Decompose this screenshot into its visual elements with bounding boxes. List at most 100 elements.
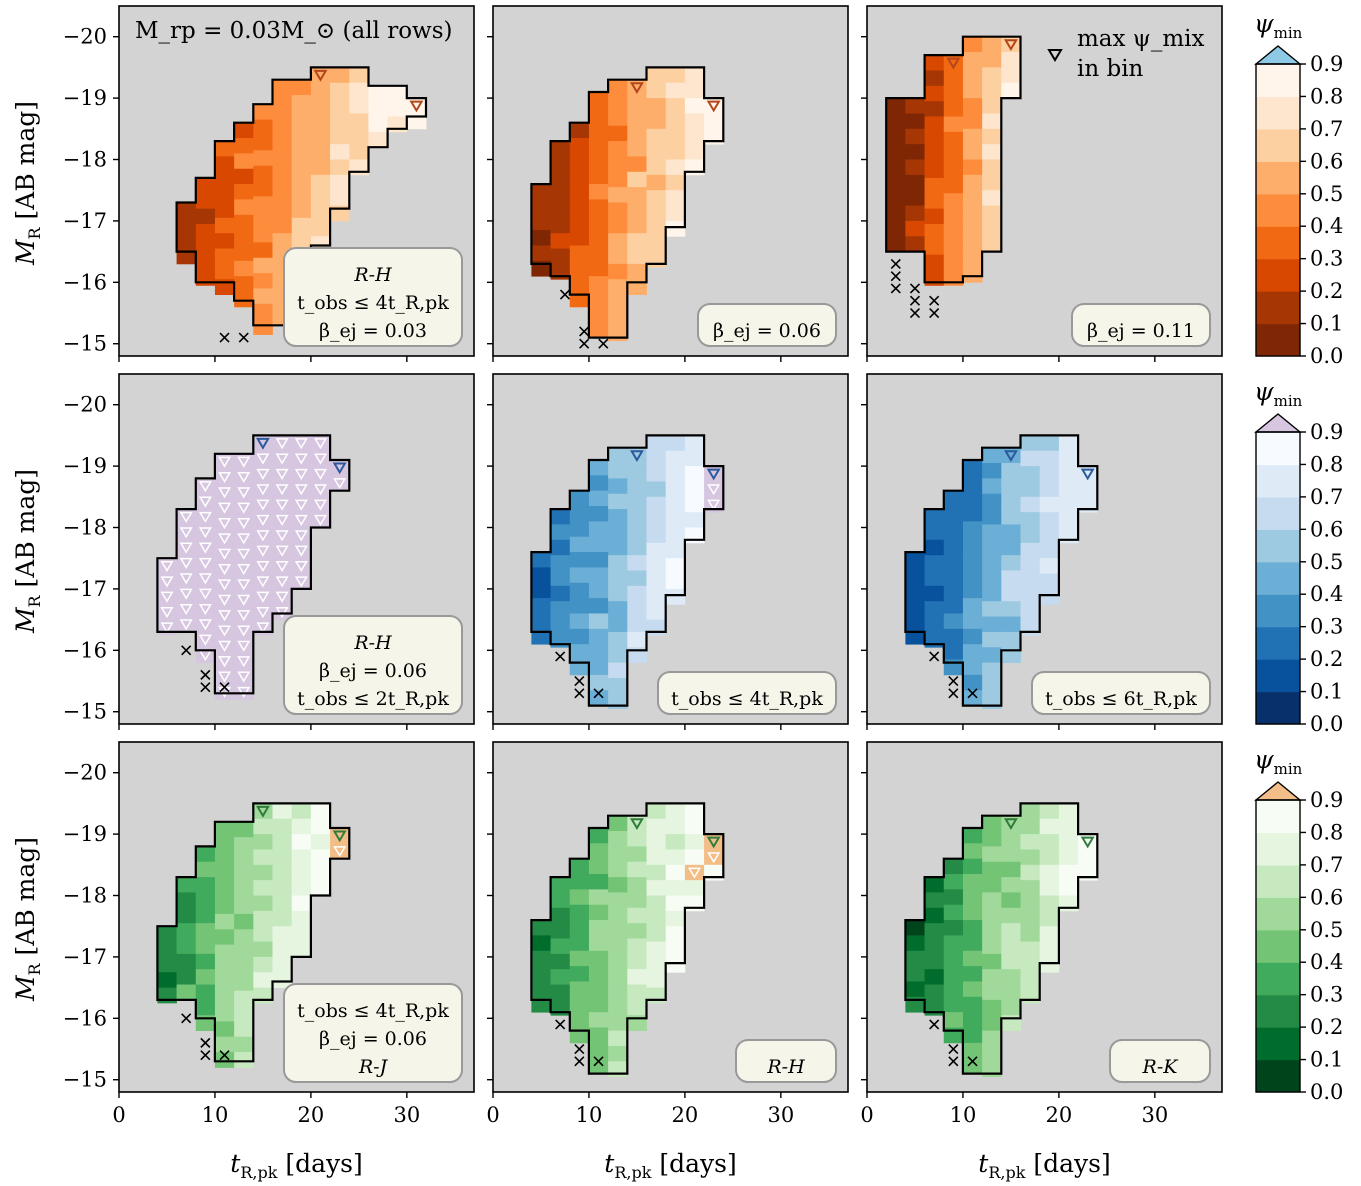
heatmap-cell xyxy=(943,920,964,936)
parameter-label-line: R-J xyxy=(358,1056,389,1078)
colorbar-tick-label: 0.9 xyxy=(1310,52,1343,76)
heatmap-cell xyxy=(962,205,983,222)
heatmap-cell xyxy=(291,156,312,173)
heatmap-cell xyxy=(1058,880,1079,896)
heatmap-cell xyxy=(1001,493,1021,510)
max-psi-mix-marker xyxy=(237,548,251,560)
heatmap-cell xyxy=(924,70,945,87)
heatmap-cell xyxy=(291,926,312,942)
max-psi-mix-marker xyxy=(706,836,721,849)
heatmap-cell xyxy=(924,177,945,194)
max-psi-mix-marker xyxy=(256,607,270,619)
heatmap-cell xyxy=(234,898,254,915)
max-psi-mix-marker xyxy=(294,576,308,588)
heatmap-cell xyxy=(214,852,235,869)
heatmap-cell xyxy=(272,803,293,820)
y-tick-label: −20 xyxy=(63,25,107,49)
heatmap-cell xyxy=(272,941,293,958)
colorbar-tick-label: 0.6 xyxy=(1310,885,1343,909)
max-psi-mix-marker xyxy=(256,468,270,480)
heatmap-cell xyxy=(962,843,983,860)
colorbar-segment xyxy=(1256,838,1300,847)
heatmap-cell xyxy=(684,98,705,114)
max-psi-mix-marker xyxy=(707,499,721,511)
heatmap-cell xyxy=(253,104,273,120)
heatmap-cell xyxy=(234,929,254,946)
heatmap-cell xyxy=(588,91,609,108)
heatmap-cell xyxy=(608,156,628,173)
heatmap-cell xyxy=(291,141,312,157)
cross-marker xyxy=(967,1056,978,1067)
heatmap-cell xyxy=(330,113,350,130)
heatmap-cell xyxy=(569,1012,590,1028)
heatmap-cell xyxy=(982,174,1002,191)
heatmap-cell xyxy=(886,236,906,253)
heatmap-cell xyxy=(943,162,964,179)
heatmap-cell xyxy=(195,953,216,970)
heatmap-cell xyxy=(588,153,609,170)
heatmap-cell xyxy=(665,496,686,513)
max-psi-mix-marker xyxy=(256,622,270,634)
colorbar-segment xyxy=(1256,278,1300,286)
colorbar-segment xyxy=(1256,122,1300,130)
heatmap-cell xyxy=(234,276,254,292)
heatmap-cell xyxy=(608,202,628,219)
max-psi-mix-marker xyxy=(313,468,327,480)
colorbar-tick-label: 0.2 xyxy=(1310,279,1343,303)
heatmap-cell xyxy=(962,459,983,476)
heatmap-cell xyxy=(176,877,197,893)
cross-marker xyxy=(559,289,571,300)
label-box-frame xyxy=(657,671,837,715)
heatmap-cell xyxy=(291,233,312,249)
heatmap-cell xyxy=(550,524,571,541)
heatmap-cell xyxy=(195,193,216,210)
heatmap-cell xyxy=(550,953,571,970)
colorbar-segment xyxy=(1256,245,1300,253)
colorbar-segment xyxy=(1256,297,1300,305)
heatmap-cell xyxy=(588,521,609,538)
heatmap-cell xyxy=(608,171,628,188)
colorbar-segment xyxy=(1256,1001,1300,1009)
max-psi-mix-marker xyxy=(218,671,232,683)
colorbar-tick-label: 0.4 xyxy=(1310,582,1343,606)
heatmap-cell xyxy=(905,966,925,982)
colorbar-extend-triangle xyxy=(1254,413,1302,433)
heatmap-cell xyxy=(291,910,312,927)
heatmap-cell xyxy=(627,248,647,265)
heatmap-cell xyxy=(569,966,590,982)
heatmap-cell xyxy=(588,122,609,139)
cross-marker xyxy=(929,651,940,662)
max-psi-mix-marker xyxy=(179,588,193,600)
heatmap-cell xyxy=(1020,588,1041,605)
heatmap-cell xyxy=(253,956,273,973)
heatmap-cell xyxy=(588,966,609,982)
panel-frame xyxy=(118,741,475,1093)
heatmap-cell xyxy=(588,858,609,875)
heatmap-cell xyxy=(943,567,964,584)
heatmap-cell xyxy=(214,913,235,930)
max-psi-mix-marker xyxy=(218,564,232,576)
heatmap-cell xyxy=(962,889,983,906)
x-axis-label-unit: [days] xyxy=(277,1149,362,1178)
heatmap-cell xyxy=(943,116,964,133)
heatmap-cell xyxy=(291,79,312,96)
heatmap-cell xyxy=(1001,953,1021,970)
heatmap-cell xyxy=(962,82,983,99)
heatmap-cell xyxy=(627,187,647,203)
heatmap-cell xyxy=(1001,601,1021,617)
heatmap-cell xyxy=(310,174,331,191)
heatmap-cell xyxy=(569,981,590,998)
heatmap-cell xyxy=(234,1006,254,1022)
max-psi-mix-marker xyxy=(313,438,327,450)
heatmap-cell xyxy=(962,144,983,160)
max-psi-mix-marker xyxy=(256,591,270,603)
heatmap-cell xyxy=(684,466,705,482)
heatmap-cell xyxy=(943,147,964,163)
heatmap-cell xyxy=(982,98,1002,114)
heatmap-cell xyxy=(982,159,1002,176)
cross-marker xyxy=(967,688,978,699)
heatmap-cell xyxy=(608,463,628,479)
heatmap-cell xyxy=(646,481,667,498)
cross-marker xyxy=(929,295,940,306)
colorbar-tick-label: 0.0 xyxy=(1310,712,1343,736)
